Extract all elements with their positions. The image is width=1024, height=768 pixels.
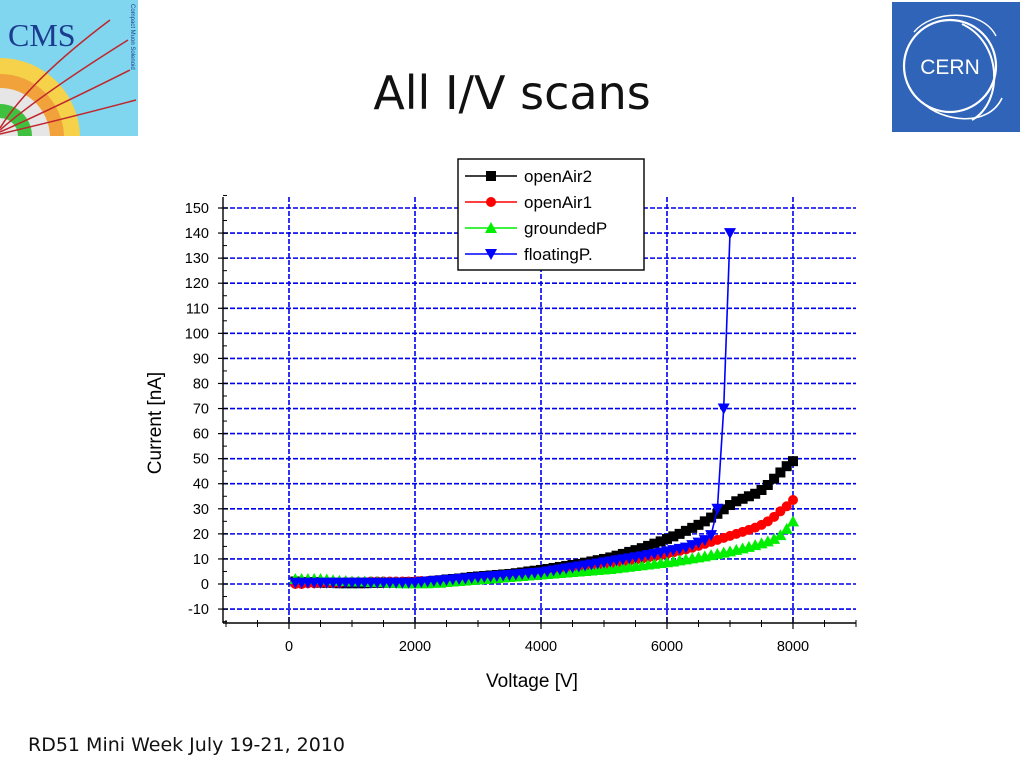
cms-logo-subtext: Compact Muon Solenoid (129, 4, 135, 70)
y-tick-label: 50 (193, 452, 209, 468)
data-point (781, 461, 792, 472)
data-point (679, 542, 692, 554)
legend-label: openAir1 (524, 193, 592, 212)
data-point (630, 545, 641, 556)
x-tick-label: 2000 (399, 639, 431, 655)
legend-label: openAir2 (524, 167, 592, 186)
cern-logo: CERN (892, 2, 1020, 132)
x-tick-label: 8000 (777, 639, 809, 655)
legend-swatch-marker (485, 222, 497, 233)
data-point (711, 503, 724, 515)
y-tick-label: -10 (188, 602, 209, 618)
data-point (750, 488, 761, 499)
data-point (686, 540, 699, 552)
data-point (724, 228, 736, 240)
data-point (699, 516, 710, 527)
data-point (725, 500, 735, 511)
x-tick-label: 6000 (651, 639, 683, 655)
y-tick-label: 20 (193, 527, 209, 543)
chart-series (289, 228, 799, 589)
data-point (643, 540, 654, 551)
data-point (668, 531, 679, 542)
data-point (718, 504, 729, 515)
data-point (706, 512, 717, 523)
x-tick-label: 4000 (525, 639, 557, 655)
slide-footer: RD51 Mini Week July 19-21, 2010 (28, 734, 346, 756)
y-tick-label: 110 (186, 301, 209, 317)
y-tick-label: 140 (185, 226, 209, 242)
data-point (780, 522, 793, 534)
y-tick-label: 130 (185, 251, 209, 267)
y-tick-label: 0 (201, 577, 209, 593)
x-tick-label: 0 (285, 639, 293, 655)
data-point (705, 530, 718, 542)
y-tick-label: 120 (185, 276, 209, 292)
data-point (756, 485, 767, 495)
chart-legend: openAir2 openAir1 groundedP floatingP. (457, 158, 645, 271)
data-point (775, 467, 786, 478)
y-tick-label: 60 (193, 427, 209, 443)
cms-logo-text: CMS (8, 17, 76, 53)
cern-logo-text: CERN (920, 56, 980, 79)
y-tick-label: 40 (193, 477, 209, 493)
data-point (769, 473, 780, 484)
legend-item: openAir2 (465, 167, 592, 186)
data-point (655, 536, 666, 547)
data-point (617, 548, 628, 559)
chart-axes: -10 0 10 20 30 40 50 60 70 80 90 100 110 120 130 140 150… (185, 194, 857, 655)
data-point (698, 535, 711, 547)
data-point (743, 491, 754, 502)
x-axis-label: Voltage [V] (486, 671, 578, 692)
y-tick-label: 70 (193, 402, 209, 418)
data-point (781, 501, 792, 512)
legend-item: floatingP. (465, 245, 593, 264)
data-point (674, 528, 685, 539)
data-point (788, 495, 798, 506)
cms-logo: CMS Compact Muon Solenoid (0, 0, 138, 136)
legend-label: floatingP. (524, 245, 593, 264)
data-point (692, 537, 705, 549)
y-axis-label: Current [nA] (145, 372, 166, 474)
y-tick-label: 100 (185, 326, 209, 342)
y-tick-label: 10 (193, 552, 209, 568)
legend-swatch-marker (486, 197, 496, 207)
data-point (624, 546, 635, 557)
data-point (774, 529, 787, 541)
data-point (649, 538, 660, 549)
legend-label: groundedP (524, 219, 607, 238)
legend-swatch-marker (486, 171, 496, 181)
y-tick-label: 80 (193, 376, 209, 392)
data-point (737, 493, 748, 504)
y-tick-label: 90 (193, 351, 209, 367)
legend-item: openAir1 (465, 193, 592, 212)
legend-swatch-marker (485, 249, 497, 260)
data-point (680, 525, 691, 536)
legend-item: groundedP (465, 219, 607, 238)
data-point (662, 533, 672, 544)
data-point (693, 519, 704, 530)
data-point (636, 543, 647, 554)
y-tick-label: 150 (185, 201, 209, 217)
data-point (768, 532, 781, 544)
slide-title: All I/V scans (373, 66, 651, 120)
y-tick-label: 30 (193, 502, 209, 518)
data-point (731, 496, 742, 507)
data-point (788, 456, 798, 467)
data-point (787, 515, 799, 527)
data-point (687, 522, 698, 533)
data-point (762, 479, 773, 490)
series-floatingp (289, 228, 736, 589)
data-point (717, 403, 730, 415)
